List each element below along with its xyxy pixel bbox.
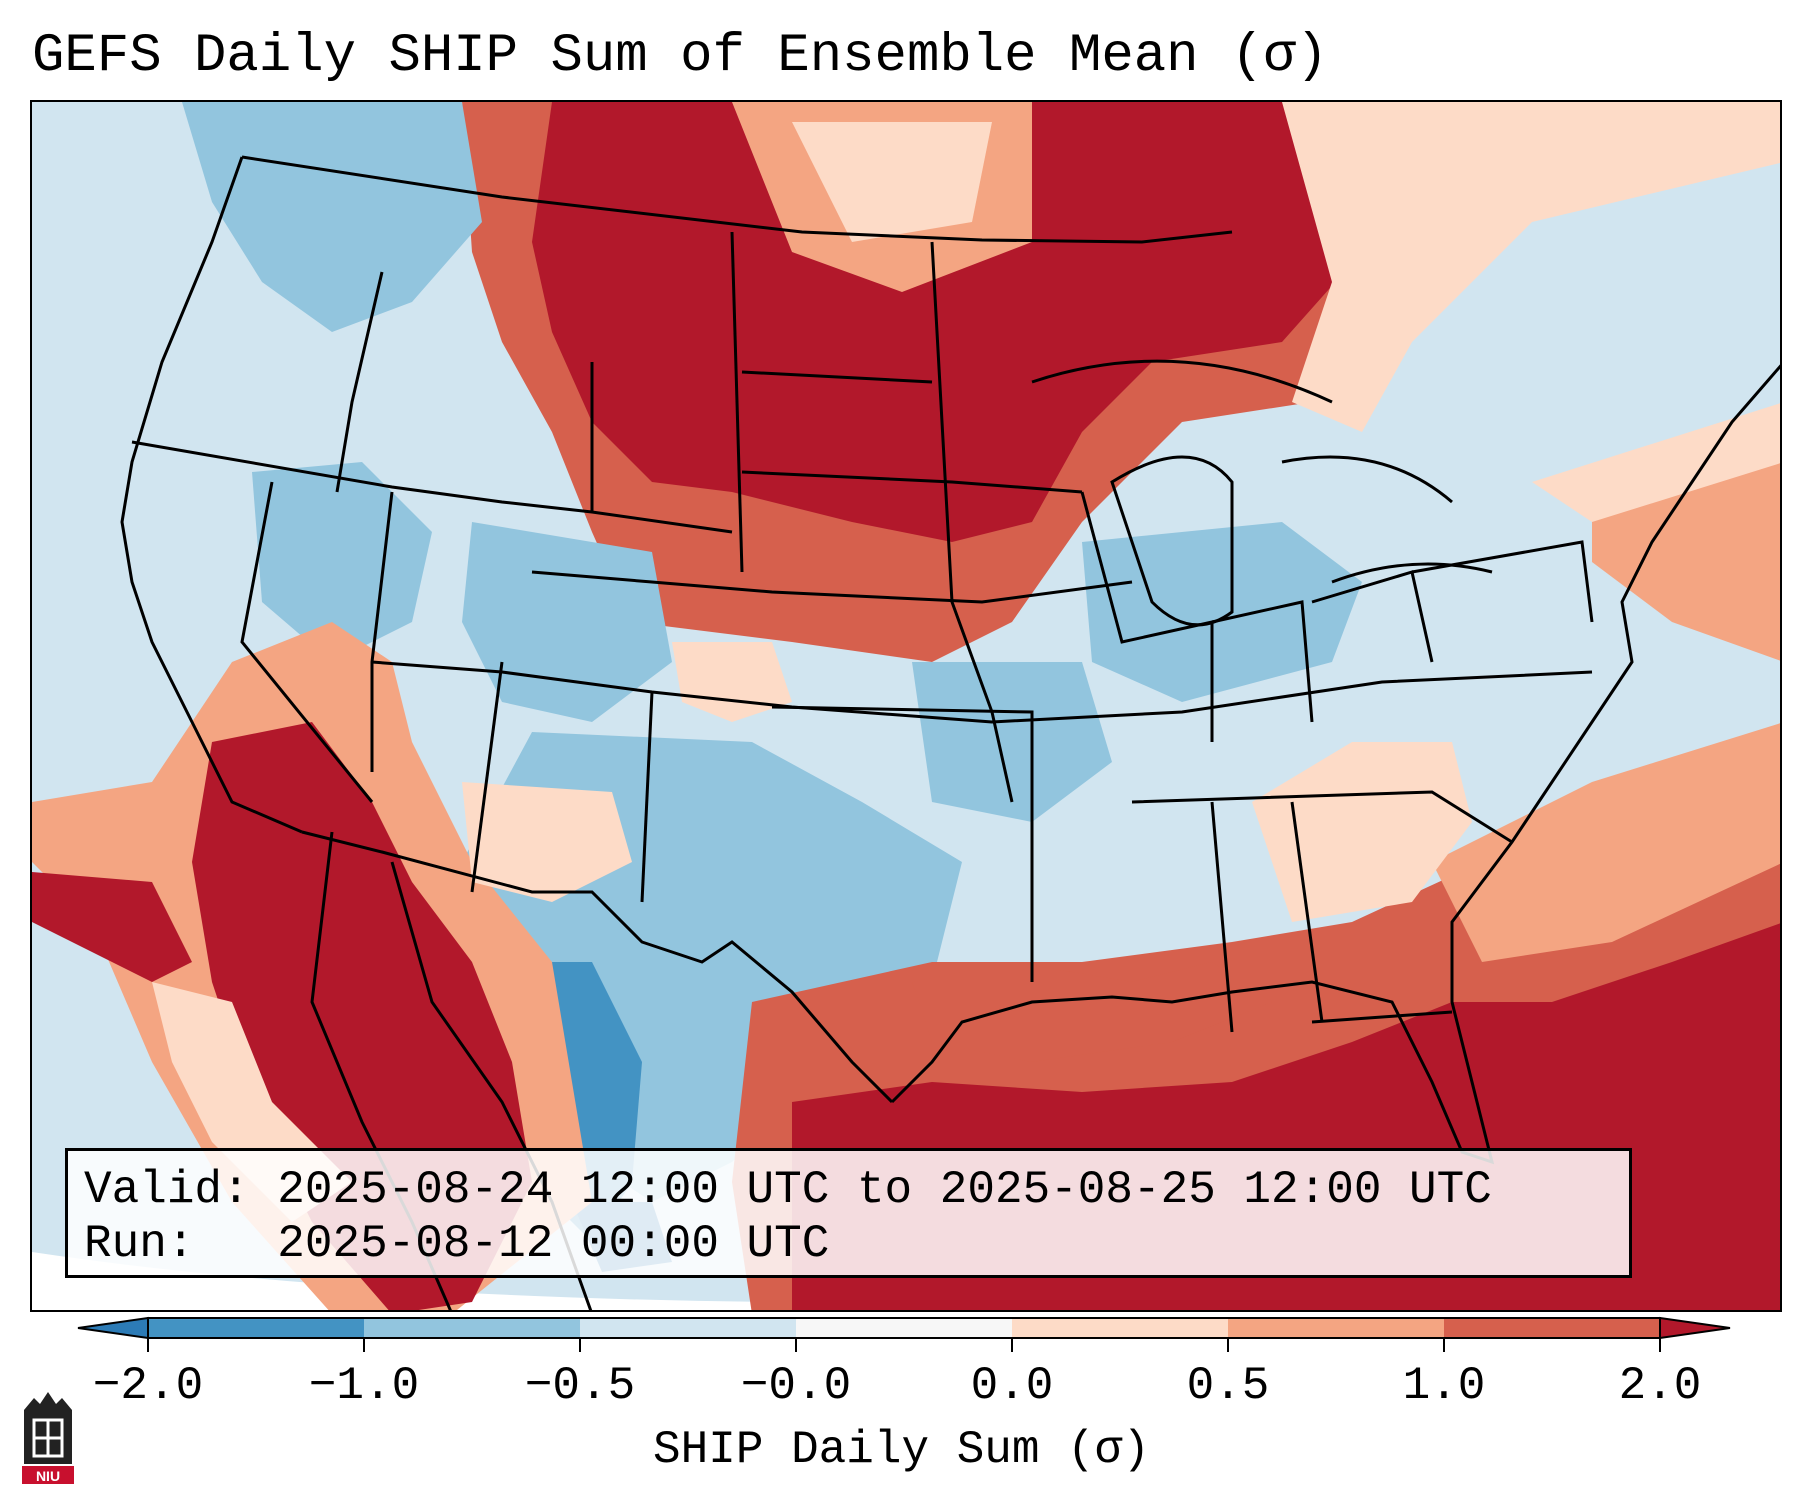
anomaly-region-carolinas-light <box>1252 742 1472 922</box>
run-row: Run: 2025-08-12 00:00 UTC <box>84 1217 1629 1271</box>
colorbar-tick-label: −0.5 <box>524 1360 636 1412</box>
nd-sd-line <box>741 370 933 384</box>
anomaly-region-pacific-darkred <box>32 872 192 982</box>
us-mexico-border <box>301 830 894 1104</box>
colorbar-segment <box>1444 1318 1660 1338</box>
anomaly-region-north-darkred <box>532 102 1382 542</box>
state-line-37 <box>371 660 1593 724</box>
colorbar-tick-label: 0.5 <box>1186 1360 1270 1412</box>
colorbar-segment <box>148 1318 364 1338</box>
pa-ny-line <box>1411 540 1594 623</box>
lake-superior-outline <box>1031 359 1333 404</box>
state-line-40 <box>531 570 1133 604</box>
ok-ar-la-line <box>771 705 1034 982</box>
run-label: Run: <box>84 1218 195 1270</box>
colorbar-tick-label: 2.0 <box>1618 1360 1702 1412</box>
anomaly-region-great-basin-blue <box>252 462 432 662</box>
anomaly-region-gulf-coast-red <box>912 962 1272 1062</box>
valid-label: Valid: <box>84 1164 250 1216</box>
ship-anomaly-map <box>32 102 1780 1310</box>
state-line-42 <box>131 440 733 534</box>
colorbar-tick-label: 0.0 <box>970 1360 1054 1412</box>
anomaly-region-rockies-blue <box>462 522 672 722</box>
fl-ga-line <box>1311 1010 1453 1024</box>
us-canada-border <box>241 155 1233 244</box>
anomaly-region-northeast-light <box>1282 102 1780 432</box>
boundaries <box>120 155 1780 1310</box>
colorbar-outline <box>147 1317 1661 1339</box>
idaho-line <box>335 271 384 493</box>
colorbar-segment <box>1012 1318 1228 1338</box>
anomaly-region-offshore-salmon <box>1432 723 1780 962</box>
chart-title: GEFS Daily SHIP Sum of Ensemble Mean (σ) <box>32 26 1329 87</box>
ms-al-line <box>1210 801 1234 1033</box>
al-ga-line <box>1290 801 1324 1023</box>
colorbar-tick-label: −0.0 <box>740 1360 852 1412</box>
tn-nc-line <box>1131 790 1513 844</box>
lake-erie-outline <box>1331 562 1493 584</box>
colorbar-segment <box>796 1318 1012 1338</box>
anomaly-region-ohio-blue <box>1082 522 1362 702</box>
anomaly-region-midmissouri-blue <box>912 662 1112 822</box>
colorbar-segment <box>580 1318 796 1338</box>
anomaly-region-canada-light <box>792 122 992 242</box>
sd-ne-line <box>741 470 1083 494</box>
dakota-line <box>730 231 744 573</box>
colorbar-tick-label: −2.0 <box>92 1360 204 1412</box>
valid-value: 2025-08-24 12:00 UTC to 2025-08-25 12:00… <box>277 1164 1492 1216</box>
validity-info-box: Valid: 2025-08-24 12:00 UTC to 2025-08-2… <box>65 1148 1632 1278</box>
in-oh-line <box>1211 600 1314 723</box>
wi-il-line <box>1080 491 1214 742</box>
colorbar-label: SHIP Daily Sum (σ) <box>653 1424 1150 1476</box>
colorbar-tick-label: −1.0 <box>308 1360 420 1412</box>
colorbar-segment <box>364 1318 580 1338</box>
west-coast <box>120 156 303 834</box>
nm-tx-line <box>640 691 654 903</box>
colorbar-extend-high <box>1659 1316 1731 1340</box>
colorbar-tick-label: 1.0 <box>1402 1360 1486 1412</box>
map-panel <box>30 100 1782 1312</box>
anomaly-region-newmexico-light <box>462 782 632 902</box>
valid-row: Valid: 2025-08-24 12:00 UTC to 2025-08-2… <box>84 1163 1629 1217</box>
colorbar-extend-low <box>77 1316 149 1340</box>
gulf-atlantic-coast <box>890 364 1780 1165</box>
niu-logo: NIU <box>22 1392 74 1484</box>
anomaly-region-atlantic-light <box>1532 403 1780 522</box>
lake-michigan-outline <box>1110 455 1234 627</box>
logo-text: NIU <box>36 1468 60 1484</box>
logo-banner <box>22 1466 74 1484</box>
anomaly-region-kansas-light <box>672 642 792 722</box>
az-nm-line <box>470 661 504 893</box>
colorbar-segment <box>1228 1318 1444 1338</box>
mn-ia-mo-line <box>930 241 1014 803</box>
nevada-line <box>240 481 374 803</box>
lake-huron-outline <box>1281 455 1453 504</box>
run-value: 2025-08-12 00:00 UTC <box>277 1218 830 1270</box>
